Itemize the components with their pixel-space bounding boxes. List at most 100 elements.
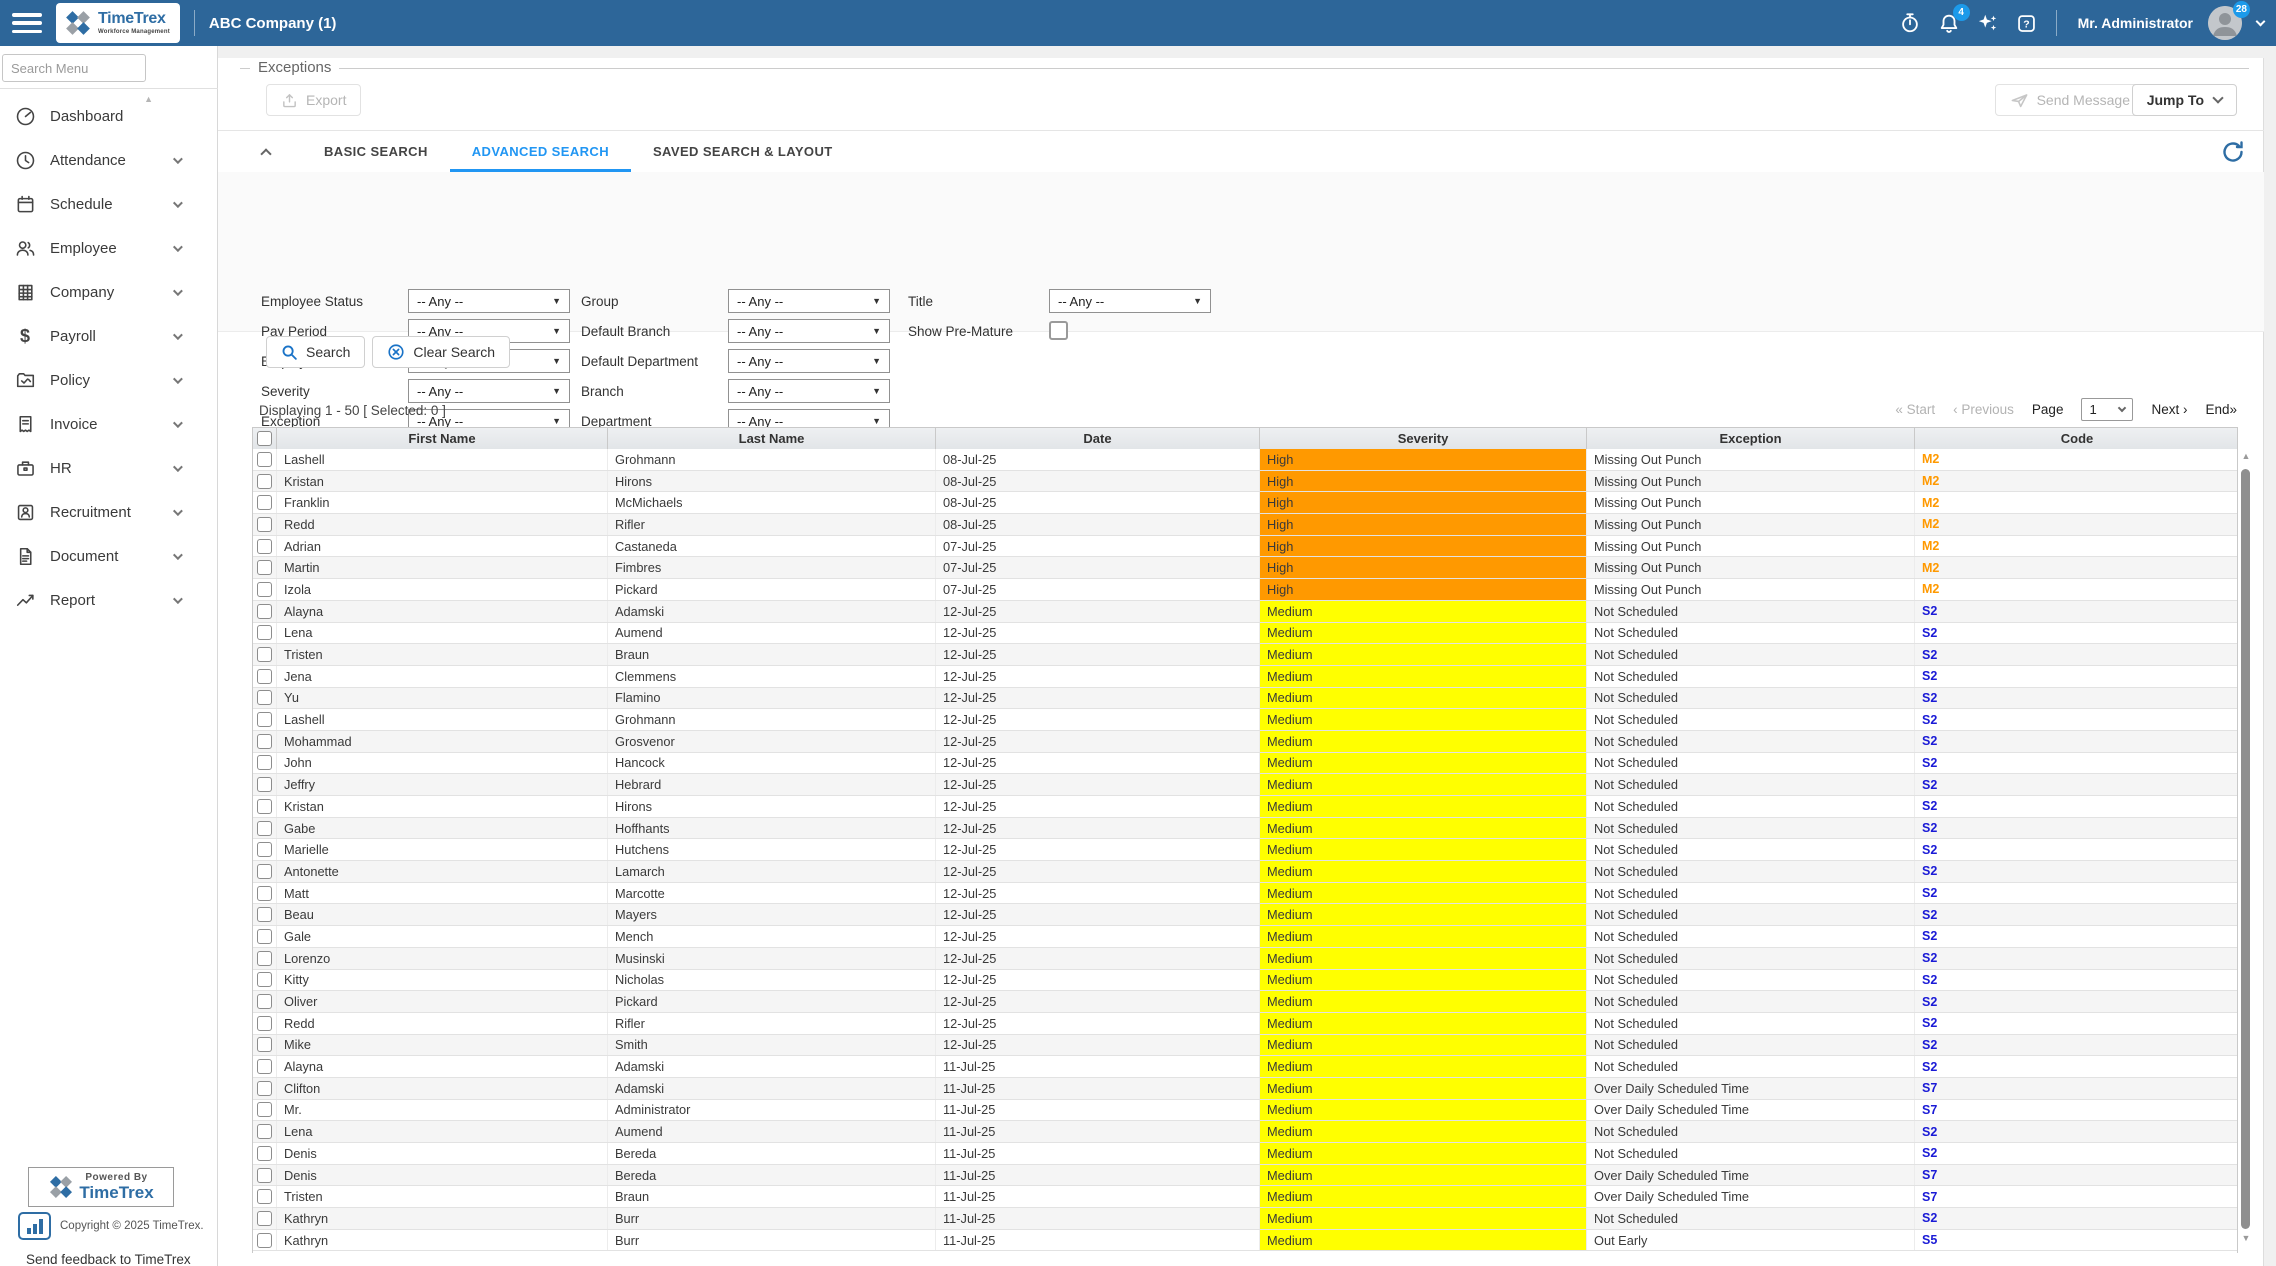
tab-advanced-search[interactable]: ADVANCED SEARCH bbox=[449, 131, 631, 172]
table-row[interactable]: John Hancock 12-Jul-25 Medium Not Schedu… bbox=[253, 752, 2237, 775]
row-checkbox[interactable] bbox=[257, 647, 272, 663]
column-header-first-name[interactable]: First Name bbox=[277, 428, 608, 449]
table-row[interactable]: Lena Aumend 11-Jul-25 Medium Not Schedul… bbox=[253, 1121, 2237, 1143]
help-icon[interactable]: ? bbox=[2015, 11, 2039, 35]
table-row[interactable]: Denis Bereda 11-Jul-25 Medium Over Daily… bbox=[253, 1164, 2237, 1187]
table-row[interactable]: Alayna Adamski 11-Jul-25 Medium Not Sche… bbox=[253, 1056, 2237, 1078]
sidebar-item-dashboard[interactable]: Dashboard bbox=[0, 94, 218, 138]
table-row[interactable]: Gale Mench 12-Jul-25 Medium Not Schedule… bbox=[253, 926, 2237, 948]
table-row[interactable]: Beau Mayers 12-Jul-25 Medium Not Schedul… bbox=[253, 904, 2237, 927]
bell-icon[interactable]: 4 bbox=[1937, 4, 1970, 35]
row-checkbox[interactable] bbox=[257, 1015, 272, 1031]
table-row[interactable]: Redd Rifler 12-Jul-25 Medium Not Schedul… bbox=[253, 1012, 2237, 1035]
stopwatch-icon[interactable] bbox=[1898, 11, 1922, 35]
table-row[interactable]: Jena Clemmens 12-Jul-25 Medium Not Sched… bbox=[253, 665, 2237, 688]
table-row[interactable]: Kristan Hirons 08-Jul-25 High Missing Ou… bbox=[253, 470, 2237, 493]
pagination-next[interactable]: Next › bbox=[2151, 402, 2188, 417]
row-checkbox[interactable] bbox=[257, 863, 272, 879]
row-checkbox[interactable] bbox=[257, 1124, 272, 1140]
row-checkbox[interactable] bbox=[257, 972, 272, 988]
table-row[interactable]: Oliver Pickard 12-Jul-25 Medium Not Sche… bbox=[253, 991, 2237, 1013]
table-row[interactable]: Adrian Castaneda 07-Jul-25 High Missing … bbox=[253, 535, 2237, 558]
row-checkbox[interactable] bbox=[257, 1037, 272, 1053]
column-header-last-name[interactable]: Last Name bbox=[608, 428, 936, 449]
row-checkbox[interactable] bbox=[257, 1102, 272, 1118]
row-checkbox[interactable] bbox=[257, 603, 272, 619]
search-menu-input[interactable] bbox=[2, 54, 146, 82]
row-checkbox[interactable] bbox=[257, 668, 272, 684]
table-row[interactable]: Clifton Adamski 11-Jul-25 Medium Over Da… bbox=[253, 1077, 2237, 1100]
row-checkbox[interactable] bbox=[257, 1210, 272, 1226]
search-button[interactable]: Search bbox=[266, 336, 366, 368]
row-checkbox[interactable] bbox=[257, 538, 272, 554]
bar-chart-icon[interactable] bbox=[18, 1212, 51, 1240]
table-row[interactable]: Izola Pickard 07-Jul-25 High Missing Out… bbox=[253, 579, 2237, 601]
table-row[interactable]: Mike Smith 12-Jul-25 Medium Not Schedule… bbox=[253, 1034, 2237, 1057]
scroll-down-icon[interactable]: ▼ bbox=[2241, 1233, 2251, 1243]
default-department-select[interactable]: -- Any -- ▼ bbox=[728, 349, 890, 373]
jump-to-button[interactable]: Jump To bbox=[2131, 84, 2237, 116]
row-checkbox[interactable] bbox=[257, 495, 272, 511]
row-checkbox[interactable] bbox=[257, 1080, 272, 1096]
row-checkbox[interactable] bbox=[257, 733, 272, 749]
row-checkbox[interactable] bbox=[257, 690, 272, 706]
row-checkbox[interactable] bbox=[257, 516, 272, 532]
row-checkbox[interactable] bbox=[257, 755, 272, 771]
row-checkbox[interactable] bbox=[257, 820, 272, 836]
group-select[interactable]: -- Any -- ▼ bbox=[728, 289, 890, 313]
table-row[interactable]: Gabe Hoffhants 12-Jul-25 Medium Not Sche… bbox=[253, 817, 2237, 840]
table-row[interactable]: Tristen Braun 12-Jul-25 Medium Not Sched… bbox=[253, 644, 2237, 666]
branch-select[interactable]: -- Any -- ▼ bbox=[728, 379, 890, 403]
timetrex-logo[interactable]: TimeTrex Workforce Management bbox=[56, 3, 180, 43]
powered-by-logo[interactable]: Powered By TimeTrex bbox=[28, 1167, 174, 1207]
severity-select[interactable]: -- Any -- ▼ bbox=[408, 379, 570, 403]
sidebar-item-hr[interactable]: HR bbox=[0, 446, 218, 490]
show-pre-mature-checkbox[interactable] bbox=[1049, 321, 1068, 340]
clear-search-button[interactable]: Clear Search bbox=[372, 336, 511, 368]
table-row[interactable]: Matt Marcotte 12-Jul-25 Medium Not Sched… bbox=[253, 882, 2237, 905]
sidebar-item-payroll[interactable]: $ Payroll bbox=[0, 314, 218, 358]
row-checkbox[interactable] bbox=[257, 1167, 272, 1183]
sidebar-item-company[interactable]: Company bbox=[0, 270, 218, 314]
row-checkbox[interactable] bbox=[257, 885, 272, 901]
table-row[interactable]: Martin Fimbres 07-Jul-25 High Missing Ou… bbox=[253, 557, 2237, 580]
user-menu-chevron-icon[interactable] bbox=[2255, 16, 2266, 26]
row-checkbox[interactable] bbox=[257, 1189, 272, 1205]
employee-status-select[interactable]: -- Any -- ▼ bbox=[408, 289, 570, 313]
page-select[interactable]: 1 bbox=[2081, 398, 2134, 421]
row-checkbox[interactable] bbox=[257, 473, 272, 489]
row-checkbox[interactable] bbox=[257, 1145, 272, 1161]
row-checkbox[interactable] bbox=[257, 798, 272, 814]
pagination-previous[interactable]: ‹ Previous bbox=[1953, 402, 2014, 417]
row-checkbox[interactable] bbox=[257, 907, 272, 923]
sparkles-icon[interactable] bbox=[1976, 11, 2000, 35]
table-row[interactable]: Tristen Braun 11-Jul-25 Medium Over Dail… bbox=[253, 1186, 2237, 1209]
row-checkbox[interactable] bbox=[257, 625, 272, 641]
row-checkbox[interactable] bbox=[257, 950, 272, 966]
send-message-button[interactable]: Send Message bbox=[1994, 84, 2145, 116]
table-row[interactable]: Antonette Lamarch 12-Jul-25 Medium Not S… bbox=[253, 861, 2237, 883]
default-branch-select[interactable]: -- Any -- ▼ bbox=[728, 319, 890, 343]
collapse-search-chevron-icon[interactable] bbox=[260, 145, 272, 163]
table-row[interactable]: Redd Rifler 08-Jul-25 High Missing Out P… bbox=[253, 514, 2237, 536]
row-checkbox[interactable] bbox=[257, 842, 272, 858]
sidebar-item-attendance[interactable]: Attendance bbox=[0, 138, 218, 182]
select-all-checkbox[interactable] bbox=[257, 431, 272, 446]
table-row[interactable]: Mohammad Grosvenor 12-Jul-25 Medium Not … bbox=[253, 730, 2237, 753]
row-checkbox[interactable] bbox=[257, 560, 272, 576]
table-row[interactable]: Franklin McMichaels 08-Jul-25 High Missi… bbox=[253, 492, 2237, 515]
row-checkbox[interactable] bbox=[257, 777, 272, 793]
pagination-end[interactable]: End» bbox=[2205, 402, 2237, 417]
avatar[interactable]: 28 bbox=[2208, 1, 2250, 40]
sidebar-item-policy[interactable]: Policy bbox=[0, 358, 218, 402]
sidebar-item-schedule[interactable]: Schedule bbox=[0, 182, 218, 226]
menu-icon[interactable] bbox=[12, 13, 42, 33]
table-row[interactable]: Lena Aumend 12-Jul-25 Medium Not Schedul… bbox=[253, 622, 2237, 645]
row-checkbox[interactable] bbox=[257, 581, 272, 597]
export-button[interactable]: Export bbox=[266, 84, 362, 116]
table-row[interactable]: Kitty Nicholas 12-Jul-25 Medium Not Sche… bbox=[253, 969, 2237, 992]
title-select[interactable]: -- Any -- ▼ bbox=[1049, 289, 1211, 313]
pagination-start[interactable]: « Start bbox=[1895, 402, 1936, 417]
table-row[interactable]: Kathryn Burr 11-Jul-25 Medium Out Early … bbox=[253, 1229, 2237, 1252]
refresh-icon[interactable] bbox=[2221, 140, 2247, 166]
